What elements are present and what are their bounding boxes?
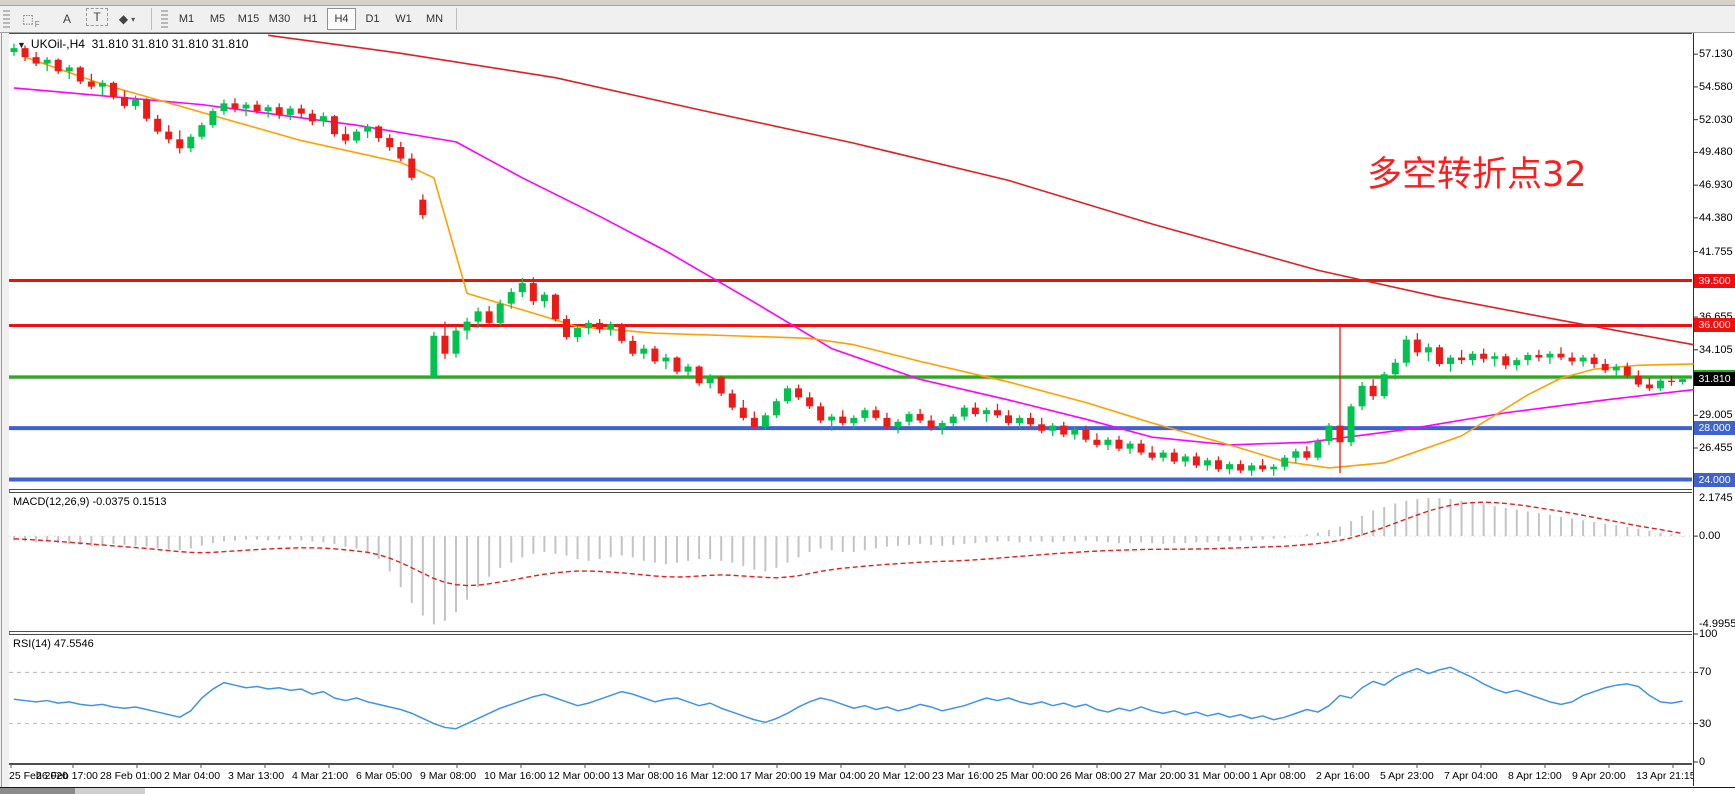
price-tick-49.480: 49.480 xyxy=(1699,146,1733,159)
timeframe-button-m30[interactable]: M30 xyxy=(268,13,291,25)
chevron-down-icon[interactable]: ▼ xyxy=(17,40,26,50)
timeframe-button-h1[interactable]: H1 xyxy=(303,13,318,25)
toolbar-separator-2 xyxy=(456,8,457,30)
price-level-badge-39.500: 39.500 xyxy=(1694,273,1735,288)
time-tick-label: 3 Mar 13:00 xyxy=(228,770,285,782)
time-tick-label: 9 Mar 08:00 xyxy=(420,770,477,782)
price-tick-44.380: 44.380 xyxy=(1699,211,1733,224)
trend-annotation-text: 多空转折点32 xyxy=(1367,155,1587,195)
price-tick-41.755: 41.755 xyxy=(1699,245,1733,258)
price-level-badge-36.000: 36.000 xyxy=(1694,318,1735,333)
price-level-badge-28.000: 28.000 xyxy=(1694,421,1735,436)
bottom-tab-segment-2[interactable] xyxy=(75,788,145,794)
timeframe-toolbar-grip[interactable] xyxy=(161,10,168,28)
time-tick-label: 2 Mar 04:00 xyxy=(164,770,221,782)
window-bottom-border xyxy=(0,787,1735,794)
bottom-tab-segment[interactable] xyxy=(0,788,75,794)
timeframe-button-mn[interactable]: MN xyxy=(425,13,444,25)
price-tick-57.130: 57.130 xyxy=(1699,48,1733,61)
time-tick-label: 25 Feb 2020 xyxy=(9,770,68,782)
price-tick-52.030: 52.030 xyxy=(1699,113,1733,126)
macd-scale-min: -4.9955 xyxy=(1699,618,1735,631)
macd-scale-max: 2.1745 xyxy=(1699,491,1733,504)
toolbar: ⬚ F A T ◆ ▾ M1 M5 M15 M30 H1 H4 D1 W1 MN xyxy=(0,6,1735,33)
text-box-tool[interactable]: T xyxy=(86,8,108,26)
upper-toolbar-remnant xyxy=(0,0,1735,6)
text-label-tool[interactable]: A xyxy=(62,12,71,26)
price-level-badge-24.000: 24.000 xyxy=(1694,472,1735,487)
rsi-scale-100: 100 xyxy=(1699,628,1718,640)
timeframe-button-d1[interactable]: D1 xyxy=(365,13,380,25)
timeframe-button-w1[interactable]: W1 xyxy=(395,13,412,25)
price-tick-34.105: 34.105 xyxy=(1699,343,1733,356)
main-chart-pane[interactable] xyxy=(9,33,1692,490)
time-tick-label: 7 Apr 04:00 xyxy=(1444,770,1498,782)
time-tick-label: 1 Apr 08:00 xyxy=(1252,770,1306,782)
time-tick-label: 5 Apr 23:00 xyxy=(1380,770,1434,782)
price-tick-46.930: 46.930 xyxy=(1699,179,1733,192)
drawing-tools-group: ⬚ F A T ◆ ▾ xyxy=(13,8,145,30)
time-tick-label: 23 Mar 16:00 xyxy=(932,770,994,782)
time-tick-label: 26 Mar 08:00 xyxy=(1060,770,1122,782)
timeframe-button-m1[interactable]: M1 xyxy=(178,13,195,25)
time-tick-label: 13 Mar 08:00 xyxy=(612,770,674,782)
price-tick-54.580: 54.580 xyxy=(1699,80,1733,93)
time-tick-label: 28 Feb 01:00 xyxy=(100,770,162,782)
price-tick-26.455: 26.455 xyxy=(1699,442,1733,454)
timeframe-button-h4[interactable]: H4 xyxy=(327,8,356,30)
time-tick-label: 17 Mar 20:00 xyxy=(740,770,802,782)
timeframe-button-m5[interactable]: M5 xyxy=(209,13,226,25)
price-axis[interactable]: 57.130 54.580 52.030 49.480 46.930 44.380 41.7… xyxy=(1693,33,1735,786)
price-tick-29.005: 29.005 xyxy=(1699,409,1733,422)
time-tick-label: 12 Mar 00:00 xyxy=(548,770,610,782)
rsi-indicator-label: RSI(14) 47.5546 xyxy=(13,638,94,650)
time-tick-label: 25 Mar 00:00 xyxy=(996,770,1058,782)
rsi-scale-30: 30 xyxy=(1699,717,1712,730)
time-tick-label: 26 Feb 17:00 xyxy=(36,770,98,782)
time-tick-label: 31 Mar 00:00 xyxy=(1188,770,1250,782)
toolbar-separator xyxy=(151,8,152,30)
rsi-pane[interactable] xyxy=(9,634,1692,764)
price-level-badge-31.810: 31.810 xyxy=(1694,372,1735,387)
macd-scale-zero: 0.00 xyxy=(1699,530,1721,543)
shapes-tool[interactable]: ◆ ▾ xyxy=(118,12,136,26)
time-tick-label: 10 Mar 16:00 xyxy=(484,770,546,782)
time-tick-label: 13 Apr 21:15 xyxy=(1636,770,1696,782)
time-tick-label: 6 Mar 05:00 xyxy=(356,770,413,782)
rsi-scale-0: 0 xyxy=(1699,756,1706,768)
time-axis[interactable]: 25 Feb 2020 26 Feb 17:00 28 Feb 01:00 2 Mar… xyxy=(9,764,1696,787)
time-tick-label: 8 Apr 12:00 xyxy=(1508,770,1562,782)
ohlc-values: 31.810 31.810 31.810 31.810 xyxy=(91,37,249,51)
time-tick-label: 20 Mar 12:00 xyxy=(868,770,930,782)
timeframe-group: M1 M5 M15 M30 H1 H4 D1 W1 MN xyxy=(171,8,450,30)
time-tick-label: 27 Mar 20:00 xyxy=(1124,770,1186,782)
symbol-timeframe-label: UKOil-,H4 xyxy=(30,37,85,51)
rsi-scale-70: 70 xyxy=(1699,666,1712,679)
snap-grid-tool[interactable]: ⬚ F xyxy=(22,12,40,29)
macd-pane[interactable] xyxy=(9,492,1692,632)
timeframe-button-m15[interactable]: M15 xyxy=(237,13,260,25)
time-tick-label: 19 Mar 04:00 xyxy=(804,770,866,782)
time-tick-label: 2 Apr 16:00 xyxy=(1316,770,1370,782)
toolbar-grip[interactable] xyxy=(3,10,10,28)
chart-title: ▼ UKOil-,H4 31.810 31.810 31.810 31.810 xyxy=(17,37,248,51)
time-tick-label: 16 Mar 12:00 xyxy=(676,770,738,782)
time-tick-label: 9 Apr 20:00 xyxy=(1572,770,1626,782)
time-tick-label: 4 Mar 21:00 xyxy=(292,770,349,782)
macd-indicator-label: MACD(12,26,9) -0.0375 0.1513 xyxy=(13,496,167,508)
